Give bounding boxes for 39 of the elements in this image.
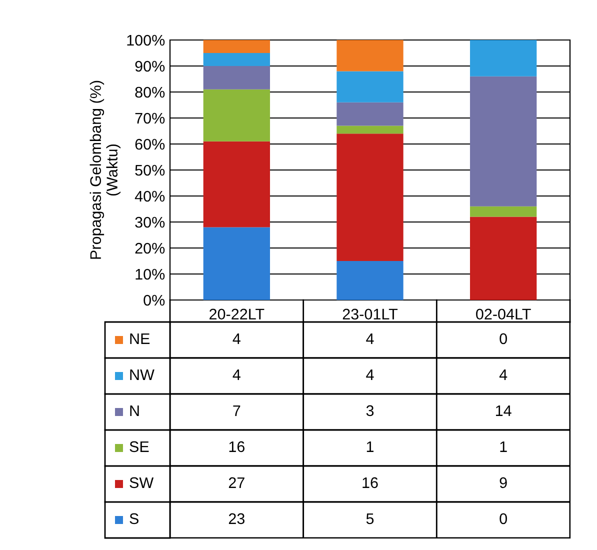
- y-axis-title: Propagasi Gelombang (%) (Waktu): [90, 80, 121, 259]
- data-label: 4: [366, 333, 374, 344]
- x-tick-label: 20-22LT: [210, 308, 264, 320]
- data-label: 0: [500, 333, 507, 344]
- data-label: 16: [229, 441, 244, 452]
- y-tick-label: 20%: [135, 242, 165, 254]
- data-label: 5: [366, 513, 374, 524]
- y-tick-label: 90%: [135, 60, 165, 72]
- y-tick-label: 100%: [127, 34, 165, 46]
- data-label: 4: [366, 369, 374, 380]
- data-label: 4: [232, 369, 240, 380]
- data-label: 7: [233, 405, 240, 416]
- legend-label: SE: [130, 441, 149, 452]
- data-label: 1: [366, 441, 374, 452]
- data-label: 4: [499, 369, 508, 380]
- x-tick-label: 23-01LT: [342, 308, 398, 320]
- legend-label: NE: [130, 333, 150, 344]
- y-tick-label: 30%: [135, 216, 165, 228]
- legend-label: SW: [130, 477, 154, 488]
- y-tick-label: 40%: [134, 190, 165, 202]
- x-tick-label: 02-04LT: [476, 308, 531, 320]
- y-tick-label: 70%: [135, 112, 165, 124]
- data-label: 1: [500, 441, 507, 452]
- legend-label: N: [130, 405, 139, 416]
- y-tick-label: 60%: [135, 138, 165, 150]
- data-label: 23: [228, 513, 244, 524]
- y-tick-label: 10%: [136, 268, 165, 280]
- data-label: 9: [500, 477, 507, 488]
- y-tick-label: 50%: [135, 164, 165, 176]
- data-label: 16: [362, 477, 378, 488]
- y-tick-label: 0%: [144, 294, 165, 306]
- data-label: 14: [496, 405, 512, 416]
- data-label: 0: [500, 513, 507, 524]
- data-label: 4: [232, 333, 240, 344]
- y-tick-label: 80%: [135, 86, 165, 98]
- data-label: 3: [366, 405, 374, 416]
- legend-label: NW: [130, 369, 154, 380]
- data-label: 27: [228, 477, 244, 488]
- legend-label: S: [130, 513, 138, 524]
